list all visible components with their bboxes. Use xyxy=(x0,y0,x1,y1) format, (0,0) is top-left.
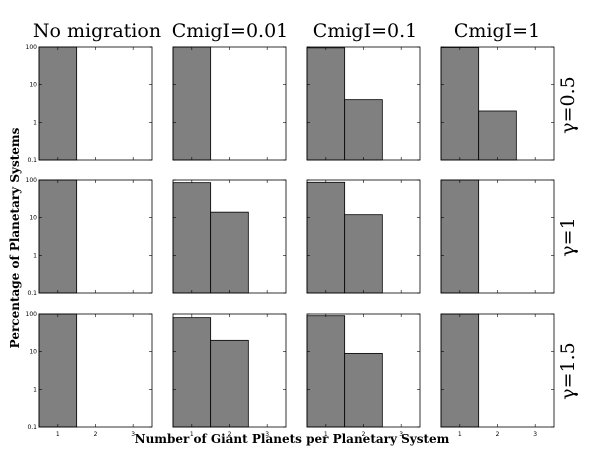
panel-r1-c1 xyxy=(172,179,287,294)
bar-1 xyxy=(172,182,212,294)
panel-r2-c1: 1 2 3 xyxy=(172,313,287,438)
column-title-cmigi-0-1: CmigI=0.1 xyxy=(313,20,417,42)
bar-1 xyxy=(172,46,212,161)
bar-1 xyxy=(38,46,78,161)
bar-1 xyxy=(172,317,212,428)
y-tick-label: 10 xyxy=(29,349,37,356)
x-tick-label: 3 xyxy=(265,431,269,438)
x-tick-label: 2 xyxy=(228,431,232,438)
bar-1 xyxy=(306,315,346,428)
x-tick-label: 3 xyxy=(399,431,403,438)
x-tick-label: 2 xyxy=(496,431,500,438)
panel-r2-c2: 1 2 3 xyxy=(306,313,421,438)
y-tick-label: 0.1 xyxy=(27,290,37,297)
row-title-gamma-0-5: γ=0.5 xyxy=(557,76,579,134)
y-tick-label: 100 xyxy=(26,44,38,51)
y-tick-label: 100 xyxy=(26,177,38,184)
row-titles: γ=0.5 γ=1 γ=1.5 xyxy=(557,76,579,400)
y-tick-label: 0.1 xyxy=(27,424,37,431)
y-tick-label: 1 xyxy=(33,119,37,126)
x-tick-label: 1 xyxy=(458,431,462,438)
bar-1 xyxy=(38,179,78,294)
x-tick-label: 2 xyxy=(362,431,366,438)
bar-1 xyxy=(306,181,346,294)
y-tick-label: 10 xyxy=(29,82,37,89)
row-title-gamma-1-5: γ=1.5 xyxy=(557,342,579,400)
panel-r2-c3: 1 2 3 xyxy=(440,313,555,438)
y-axis-title: Percentage of Planetary Systems xyxy=(8,127,22,348)
y-tick-label: 1 xyxy=(33,386,37,393)
x-axis-title: Number of Giant Planets per Planetary Sy… xyxy=(135,432,450,446)
panels: 0.1 1 10 100 0.1 1 10 100 0.1 1 10 100 1 2 3 1 2 3 1 2 3 1 2 3 xyxy=(26,44,555,438)
bar-1 xyxy=(440,313,480,428)
y-tick-label: 100 xyxy=(26,311,38,318)
bar-2 xyxy=(210,339,249,428)
x-tick-label: 1 xyxy=(56,431,60,438)
y-tick-label: 10 xyxy=(29,215,37,222)
x-tick-label: 1 xyxy=(190,431,194,438)
panel-r1-c0: 0.1 1 10 100 xyxy=(26,177,153,297)
bar-1 xyxy=(38,313,78,428)
bar-2 xyxy=(478,110,517,161)
panel-r0-c1 xyxy=(172,46,287,161)
panel-r2-c0: 0.1 1 10 100 1 2 3 xyxy=(26,311,153,438)
x-tick-label: 2 xyxy=(94,431,98,438)
bar-2 xyxy=(344,352,383,428)
column-titles: No migration CmigI=0.01 CmigI=0.1 CmigI=… xyxy=(33,20,540,42)
x-tick-label: 3 xyxy=(131,431,135,438)
panel-r1-c2 xyxy=(306,179,421,294)
bar-1 xyxy=(440,179,480,294)
bar-2 xyxy=(344,214,383,294)
y-tick-label: 1 xyxy=(33,252,37,259)
x-tick-label: 1 xyxy=(324,431,328,438)
row-title-gamma-1: γ=1 xyxy=(557,217,579,256)
bar-1 xyxy=(306,47,346,161)
bar-2 xyxy=(344,99,383,161)
panel-r0-c0: 0.1 1 10 100 xyxy=(26,44,153,164)
x-tick-label: 3 xyxy=(533,431,537,438)
bar-2 xyxy=(210,211,249,294)
y-tick-label: 0.1 xyxy=(27,157,37,164)
column-title-no-migration: No migration xyxy=(33,20,161,42)
panel-r0-c2 xyxy=(306,46,421,161)
column-title-cmigi-0-01: CmigI=0.01 xyxy=(172,20,289,42)
panel-r0-c3 xyxy=(440,46,555,161)
panel-r1-c3 xyxy=(440,179,555,294)
bar-1 xyxy=(440,47,480,161)
column-title-cmigi-1: CmigI=1 xyxy=(454,20,540,42)
